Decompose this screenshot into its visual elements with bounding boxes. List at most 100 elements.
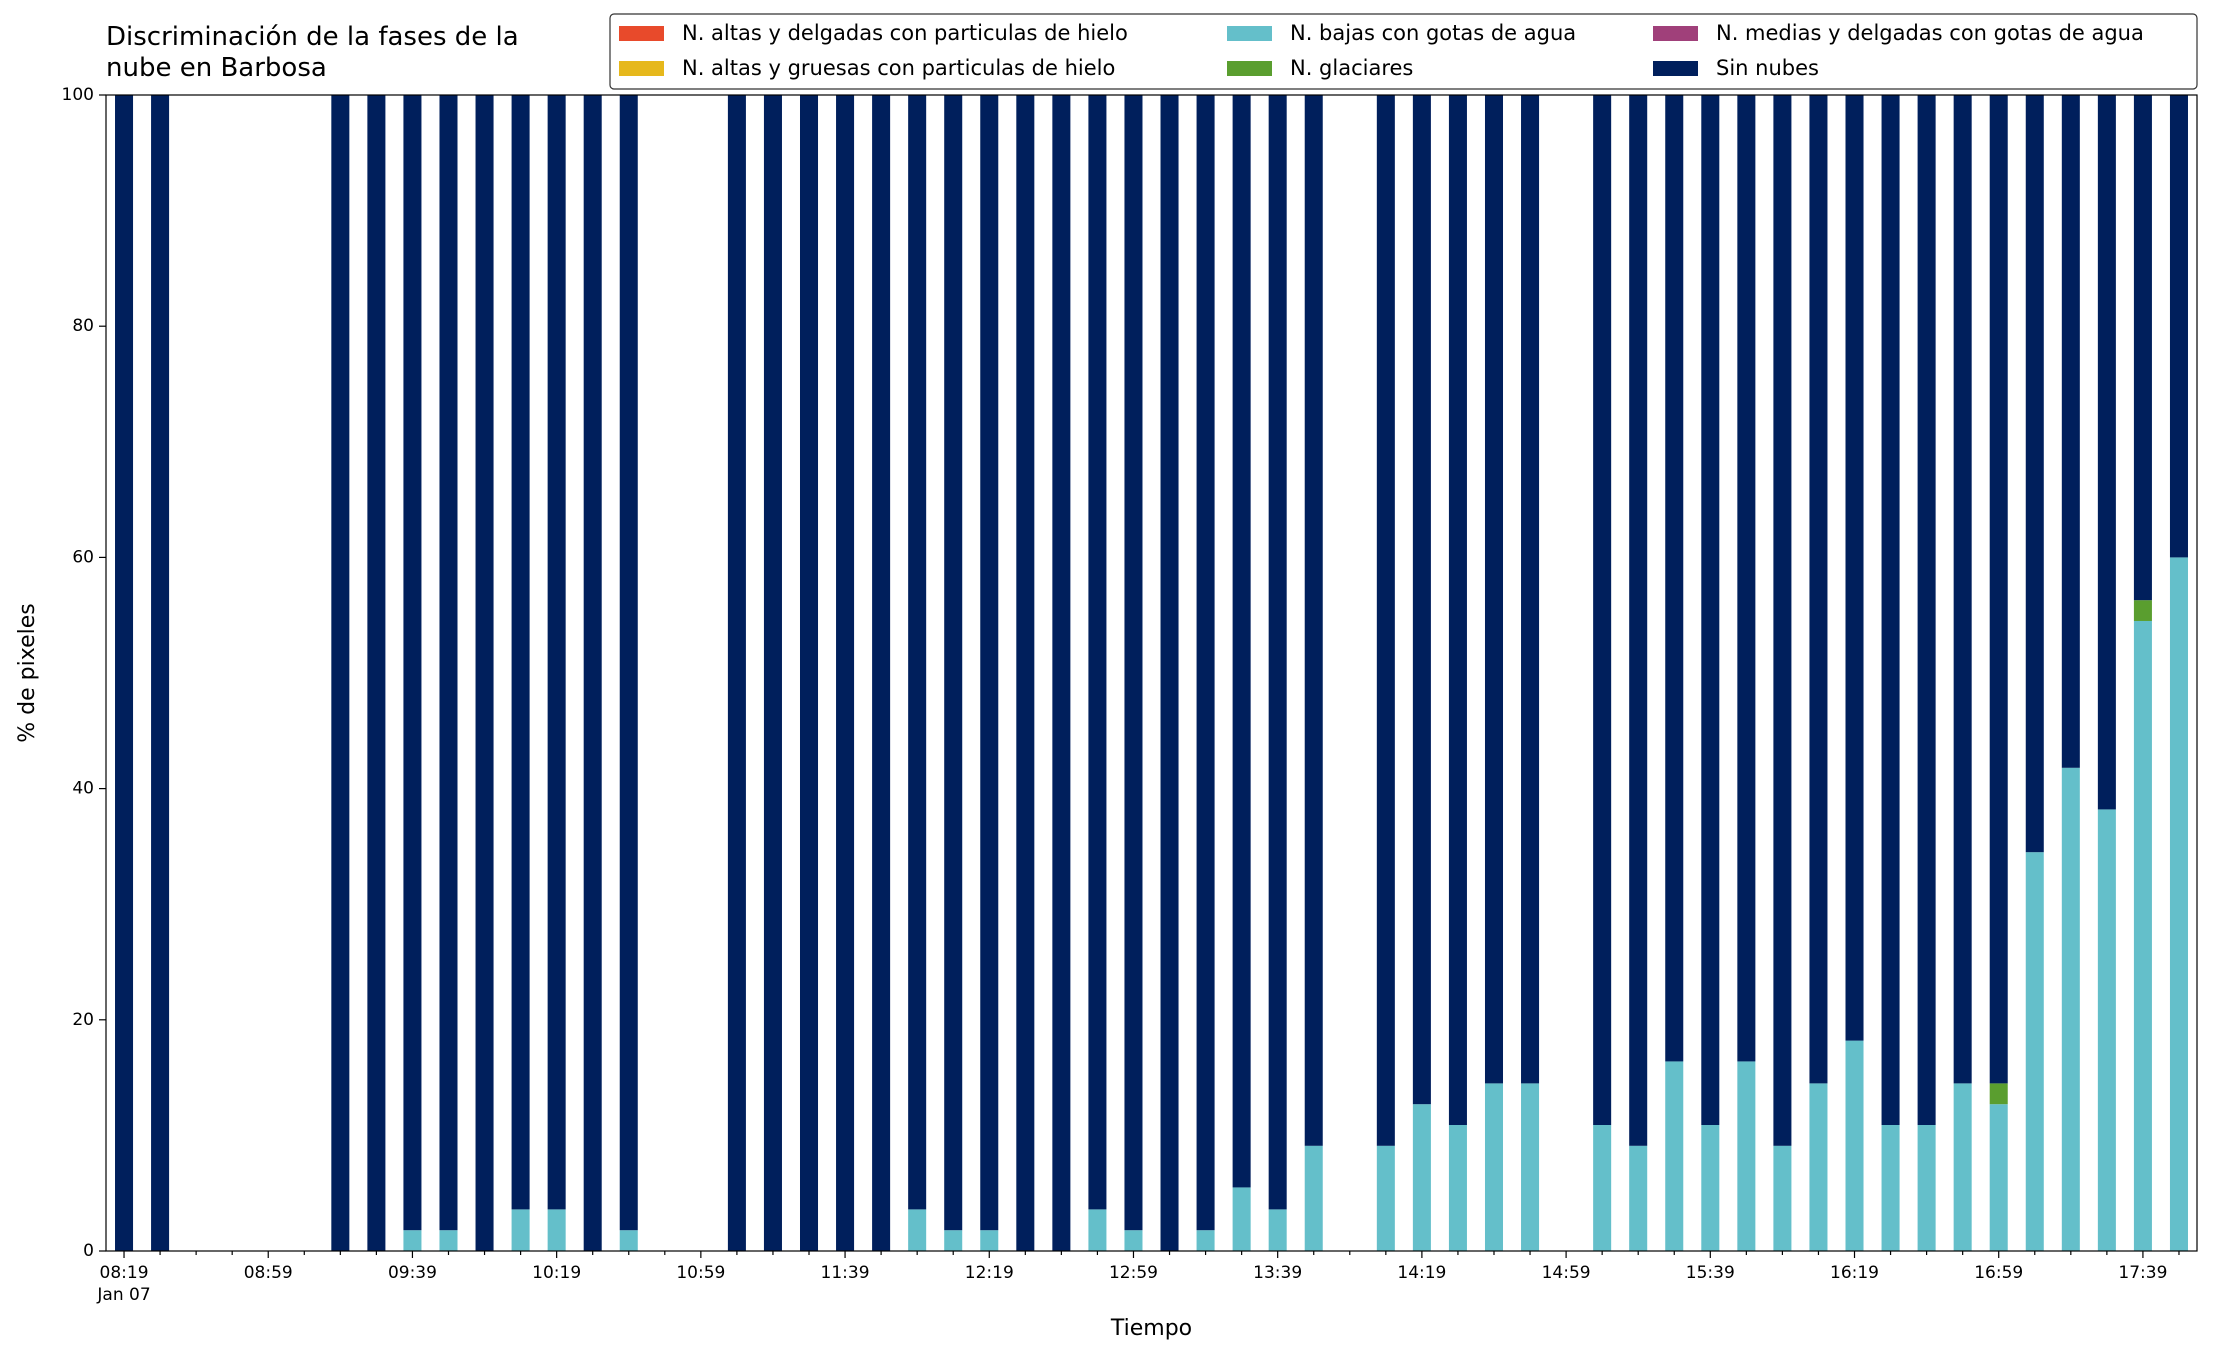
x-tick-label: 16:59 xyxy=(1974,1263,2023,1283)
bar-segment xyxy=(403,1230,422,1251)
bar-segment xyxy=(1989,95,2008,1084)
y-tick-label: 80 xyxy=(72,316,94,336)
x-axis-label: Tiempo xyxy=(1110,1316,1192,1341)
legend-label: N. bajas con gotas de agua xyxy=(1290,21,1576,45)
bar-segment xyxy=(1665,95,1684,1062)
bar-segment xyxy=(980,1230,999,1251)
y-tick-label: 40 xyxy=(72,779,94,799)
bar-segment xyxy=(583,95,602,1251)
x-tick-label: 17:39 xyxy=(2118,1263,2167,1283)
bar-segment xyxy=(547,95,566,1210)
bar-segment xyxy=(1593,1124,1612,1251)
bar-segment xyxy=(1917,1124,1936,1251)
bar-segment xyxy=(1304,95,1323,1146)
bar-segment xyxy=(2097,95,2116,810)
bar-segment xyxy=(115,95,134,1251)
legend-swatch xyxy=(1227,61,1272,76)
y-tick-label: 20 xyxy=(72,1010,94,1030)
bar-segment xyxy=(2133,95,2152,601)
bar-segment xyxy=(944,1230,963,1251)
x-sublabel: Jan 07 xyxy=(96,1285,150,1305)
legend-swatch xyxy=(619,61,664,76)
bar-segment xyxy=(1232,95,1251,1188)
bar-segment xyxy=(619,1230,638,1251)
plot-frame xyxy=(105,94,2198,1252)
bar-segment xyxy=(1881,95,1900,1125)
bar-segment xyxy=(1376,95,1395,1146)
bar-segment xyxy=(439,1230,458,1251)
bar-segment xyxy=(1052,95,1071,1251)
bar-segment xyxy=(1268,95,1287,1210)
bar-segment xyxy=(1484,95,1504,1084)
bar-segment xyxy=(511,1209,530,1251)
y-tick-label: 0 xyxy=(83,1241,94,1261)
bar-segment xyxy=(1124,95,1143,1231)
bar-segment xyxy=(367,95,386,1251)
bar-segment xyxy=(1160,95,1179,1251)
bar-segment xyxy=(1881,1124,1900,1251)
bar-segment xyxy=(727,95,746,1251)
bar-segment xyxy=(1845,95,1864,1041)
bar-segment xyxy=(1088,95,1107,1210)
x-tick-label: 09:39 xyxy=(388,1263,437,1283)
bar-segment xyxy=(331,95,350,1251)
bar-segment xyxy=(1845,1040,1864,1251)
bar-segment xyxy=(1016,95,1035,1251)
bar-segment xyxy=(1232,1187,1251,1251)
legend-swatch xyxy=(1653,26,1698,41)
x-tick-label: 13:39 xyxy=(1253,1263,1302,1283)
bar-segment xyxy=(2061,95,2080,768)
bar-segment xyxy=(2025,95,2044,853)
bar-segment xyxy=(1665,1061,1684,1251)
y-axis-label: % de pixeles xyxy=(15,603,40,742)
bar-segment xyxy=(1196,1230,1215,1251)
legend-box xyxy=(609,13,2198,90)
bar-segment xyxy=(439,95,458,1231)
legend-swatch xyxy=(619,26,664,41)
bar-segment xyxy=(980,95,999,1231)
bar-segment xyxy=(151,95,170,1251)
x-tick-label: 12:19 xyxy=(965,1263,1014,1283)
bar-segment xyxy=(2061,767,2080,1251)
bar-segment xyxy=(799,95,819,1251)
bar-segment xyxy=(1412,95,1431,1105)
legend-label: Sin nubes xyxy=(1716,56,1819,80)
bar-segment xyxy=(1989,1104,2008,1251)
bar-segment xyxy=(1917,95,1936,1125)
bar-segment xyxy=(1521,95,1540,1084)
bar-segment xyxy=(1809,1083,1828,1251)
bar-segment xyxy=(1484,1083,1504,1251)
bar-segment xyxy=(1304,1145,1323,1251)
x-tick-label: 08:59 xyxy=(244,1263,293,1283)
x-tick-label: 14:19 xyxy=(1397,1263,1446,1283)
bar-segment xyxy=(475,95,494,1251)
bar-segment xyxy=(908,1209,927,1251)
bar-segment xyxy=(1773,1145,1792,1251)
x-tick-label: 10:19 xyxy=(532,1263,581,1283)
bar-segment xyxy=(1124,1230,1143,1251)
bar-segment xyxy=(1773,95,1792,1146)
bar-segment xyxy=(1088,1209,1107,1251)
bar-segment xyxy=(2097,809,2116,1251)
y-tick-label: 100 xyxy=(62,85,94,105)
x-tick-label: 16:19 xyxy=(1830,1263,1879,1283)
bar-segment xyxy=(1809,95,1828,1084)
bar-segment xyxy=(511,95,530,1210)
bar-segment xyxy=(2025,852,2044,1251)
bar-segment xyxy=(763,95,782,1251)
bar-segment xyxy=(403,95,422,1231)
bar-segment xyxy=(1953,95,1972,1084)
legend-label: N. altas y gruesas con particulas de hie… xyxy=(682,56,1115,80)
y-tick-label: 60 xyxy=(72,547,94,567)
bar-segment xyxy=(836,95,855,1251)
bar-segment xyxy=(908,95,927,1210)
chart-title: Discriminación de la fases de la nube en… xyxy=(106,22,519,83)
bar-segment xyxy=(2133,600,2152,621)
bar-segment xyxy=(1737,1061,1756,1251)
legend-label: N. glaciares xyxy=(1290,56,1413,80)
legend-swatch xyxy=(1227,26,1272,41)
bar-segment xyxy=(2169,95,2188,558)
bar-segment xyxy=(1593,95,1612,1125)
bar-segment xyxy=(1521,1083,1540,1251)
